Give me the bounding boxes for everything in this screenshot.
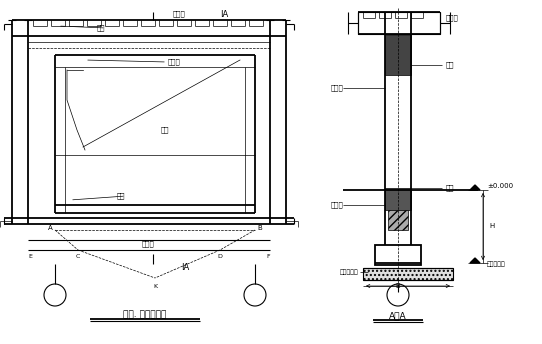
Text: 门柱: 门柱 (161, 127, 169, 133)
Text: B: B (257, 225, 262, 231)
Text: 地基梁: 地基梁 (141, 241, 154, 247)
Text: 门框梁: 门框梁 (168, 59, 180, 65)
Bar (388, 210, 408, 230)
Text: B: B (396, 283, 401, 289)
Text: K: K (153, 283, 157, 289)
Text: 混凝土垫层: 混凝土垫层 (339, 269, 358, 275)
Text: IA: IA (181, 264, 189, 272)
Text: D: D (217, 254, 222, 258)
Text: IA: IA (220, 10, 228, 19)
Text: F: F (266, 254, 270, 258)
Text: C: C (76, 254, 80, 258)
Text: 基基底标高: 基基底标高 (487, 261, 506, 267)
Text: A－A: A－A (389, 312, 407, 321)
Text: ±0.000: ±0.000 (487, 183, 513, 189)
Text: 地梁: 地梁 (446, 185, 455, 191)
Text: 空心板: 空心板 (446, 15, 459, 21)
Polygon shape (470, 258, 480, 263)
Text: A: A (48, 225, 53, 231)
Text: H: H (489, 223, 494, 229)
Text: E: E (28, 254, 32, 258)
Bar (363, 268, 453, 280)
Text: 门框梁: 门框梁 (330, 85, 343, 91)
Bar (385, 35, 411, 75)
Text: 图一. 门框架布置: 图一. 门框架布置 (124, 311, 167, 320)
Text: 地基梁: 地基梁 (330, 202, 343, 208)
Text: 地梁: 地梁 (117, 193, 125, 199)
Text: 空心板: 空心板 (172, 11, 185, 17)
Bar (375, 245, 421, 265)
Text: 圈梁: 圈梁 (96, 25, 105, 31)
Bar (358, 12, 440, 34)
Polygon shape (470, 185, 480, 190)
Bar (385, 188, 411, 210)
Text: 圈梁: 圈梁 (446, 62, 455, 68)
